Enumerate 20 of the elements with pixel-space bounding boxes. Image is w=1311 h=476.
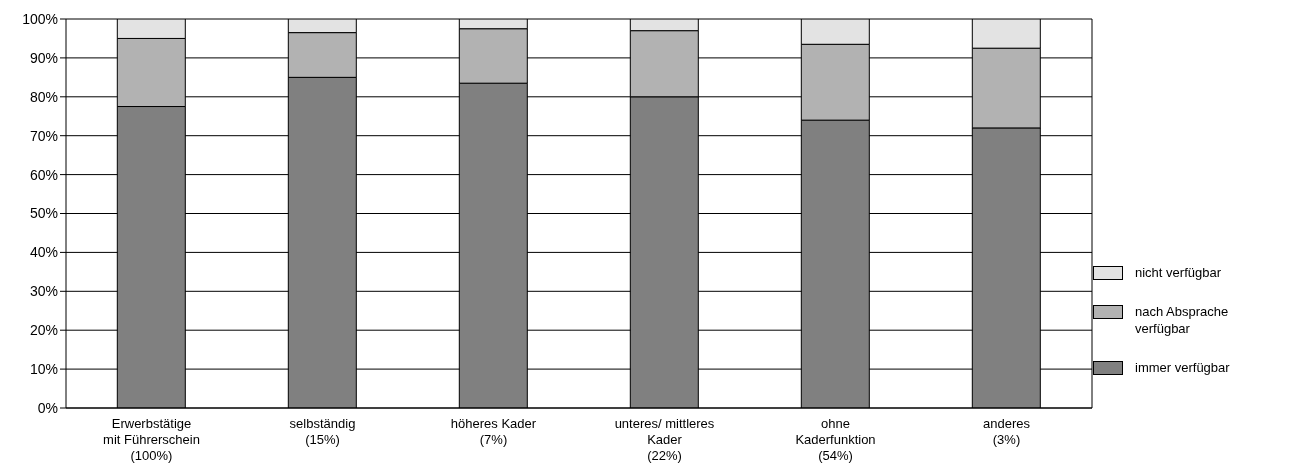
x-tick-label: höheres Kader (7%)	[450, 416, 537, 447]
legend-label: nach Absprache verfügbar	[1135, 303, 1229, 337]
y-tick-label: 0%	[37, 399, 58, 416]
y-tick-label: 90%	[29, 49, 58, 66]
x-tick-label: unteres/ mittleres Kader (22%)	[614, 416, 715, 463]
y-tick-label: 80%	[29, 88, 58, 105]
legend-label: immer verfügbar	[1135, 359, 1230, 376]
x-tick-label: anderes (3%)	[983, 416, 1031, 447]
y-tick-label: 70%	[29, 127, 58, 144]
y-tick-label: 60%	[29, 166, 58, 183]
y-tick-label: 50%	[29, 205, 58, 222]
x-tick-label: selbständig (15%)	[289, 416, 356, 447]
x-tick-label: Erwerbstätige mit Führerschein (100%)	[103, 416, 200, 463]
x-tick-label: ohne Kaderfunktion (54%)	[795, 416, 876, 463]
y-tick-label: 20%	[29, 322, 58, 339]
legend-label: nicht verfügbar	[1135, 264, 1221, 281]
y-tick-label: 100%	[22, 10, 58, 27]
y-tick-label: 10%	[29, 361, 58, 378]
y-tick-label: 40%	[29, 244, 58, 261]
y-tick-label: 30%	[29, 283, 58, 300]
